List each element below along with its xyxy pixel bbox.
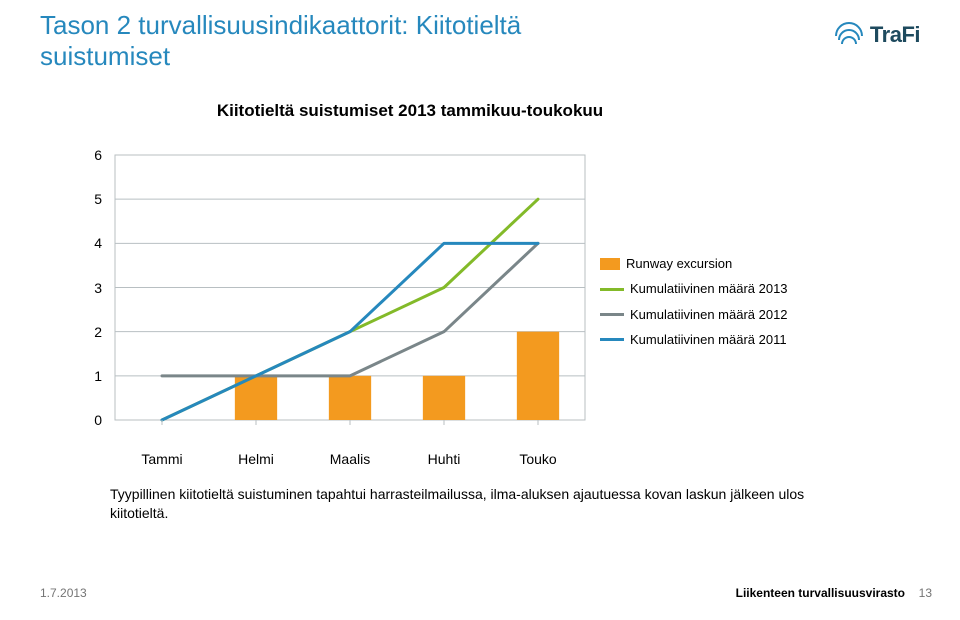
legend-swatch bbox=[600, 288, 624, 291]
y-axis-tick-label: 5 bbox=[94, 191, 102, 207]
page-title: Tason 2 turvallisuusindikaattorit: Kiito… bbox=[40, 10, 600, 72]
legend-swatch bbox=[600, 258, 620, 270]
x-axis-tick-label: Huhti bbox=[428, 451, 461, 467]
chart-legend: Runway excursionKumulatiivinen määrä 201… bbox=[600, 250, 788, 354]
trafi-logo-icon bbox=[834, 20, 864, 50]
chart-title: Kiitotieltä suistumiset 2013 tammikuu-to… bbox=[200, 100, 620, 121]
trafi-logo: TraFi bbox=[834, 20, 920, 50]
y-axis-tick-label: 1 bbox=[94, 368, 102, 384]
slide: Tason 2 turvallisuusindikaattorit: Kiito… bbox=[0, 0, 960, 620]
legend-label: Kumulatiivinen määrä 2013 bbox=[630, 277, 788, 300]
legend-label: Kumulatiivinen määrä 2011 bbox=[630, 328, 787, 351]
chart-area: 0123456TammiHelmiMaalisHuhtiTouko bbox=[110, 145, 590, 445]
legend-label: Kumulatiivinen määrä 2012 bbox=[630, 303, 788, 326]
legend-item: Kumulatiivinen määrä 2013 bbox=[600, 277, 788, 300]
x-axis-tick-label: Tammi bbox=[141, 451, 182, 467]
y-axis-tick-label: 4 bbox=[94, 235, 102, 251]
trafi-logo-text: TraFi bbox=[870, 22, 920, 48]
x-axis-tick-label: Touko bbox=[519, 451, 556, 467]
legend-item: Kumulatiivinen määrä 2011 bbox=[600, 328, 788, 351]
y-axis-tick-label: 3 bbox=[94, 280, 102, 296]
legend-label: Runway excursion bbox=[626, 252, 732, 275]
legend-item: Runway excursion bbox=[600, 252, 788, 275]
legend-swatch bbox=[600, 313, 624, 316]
y-axis-tick-label: 2 bbox=[94, 324, 102, 340]
chart-svg bbox=[110, 145, 590, 445]
x-axis-tick-label: Maalis bbox=[330, 451, 370, 467]
footer-org: Liikenteen turvallisuusvirasto bbox=[736, 586, 905, 600]
x-axis-tick-label: Helmi bbox=[238, 451, 274, 467]
footer-page-number: 13 bbox=[919, 586, 932, 600]
caption-text: Tyypillinen kiitotieltä suistuminen tapa… bbox=[110, 485, 850, 523]
legend-swatch bbox=[600, 338, 624, 341]
footer-date: 1.7.2013 bbox=[40, 586, 87, 600]
legend-item: Kumulatiivinen määrä 2012 bbox=[600, 303, 788, 326]
y-axis-tick-label: 6 bbox=[94, 147, 102, 163]
y-axis-tick-label: 0 bbox=[94, 412, 102, 428]
